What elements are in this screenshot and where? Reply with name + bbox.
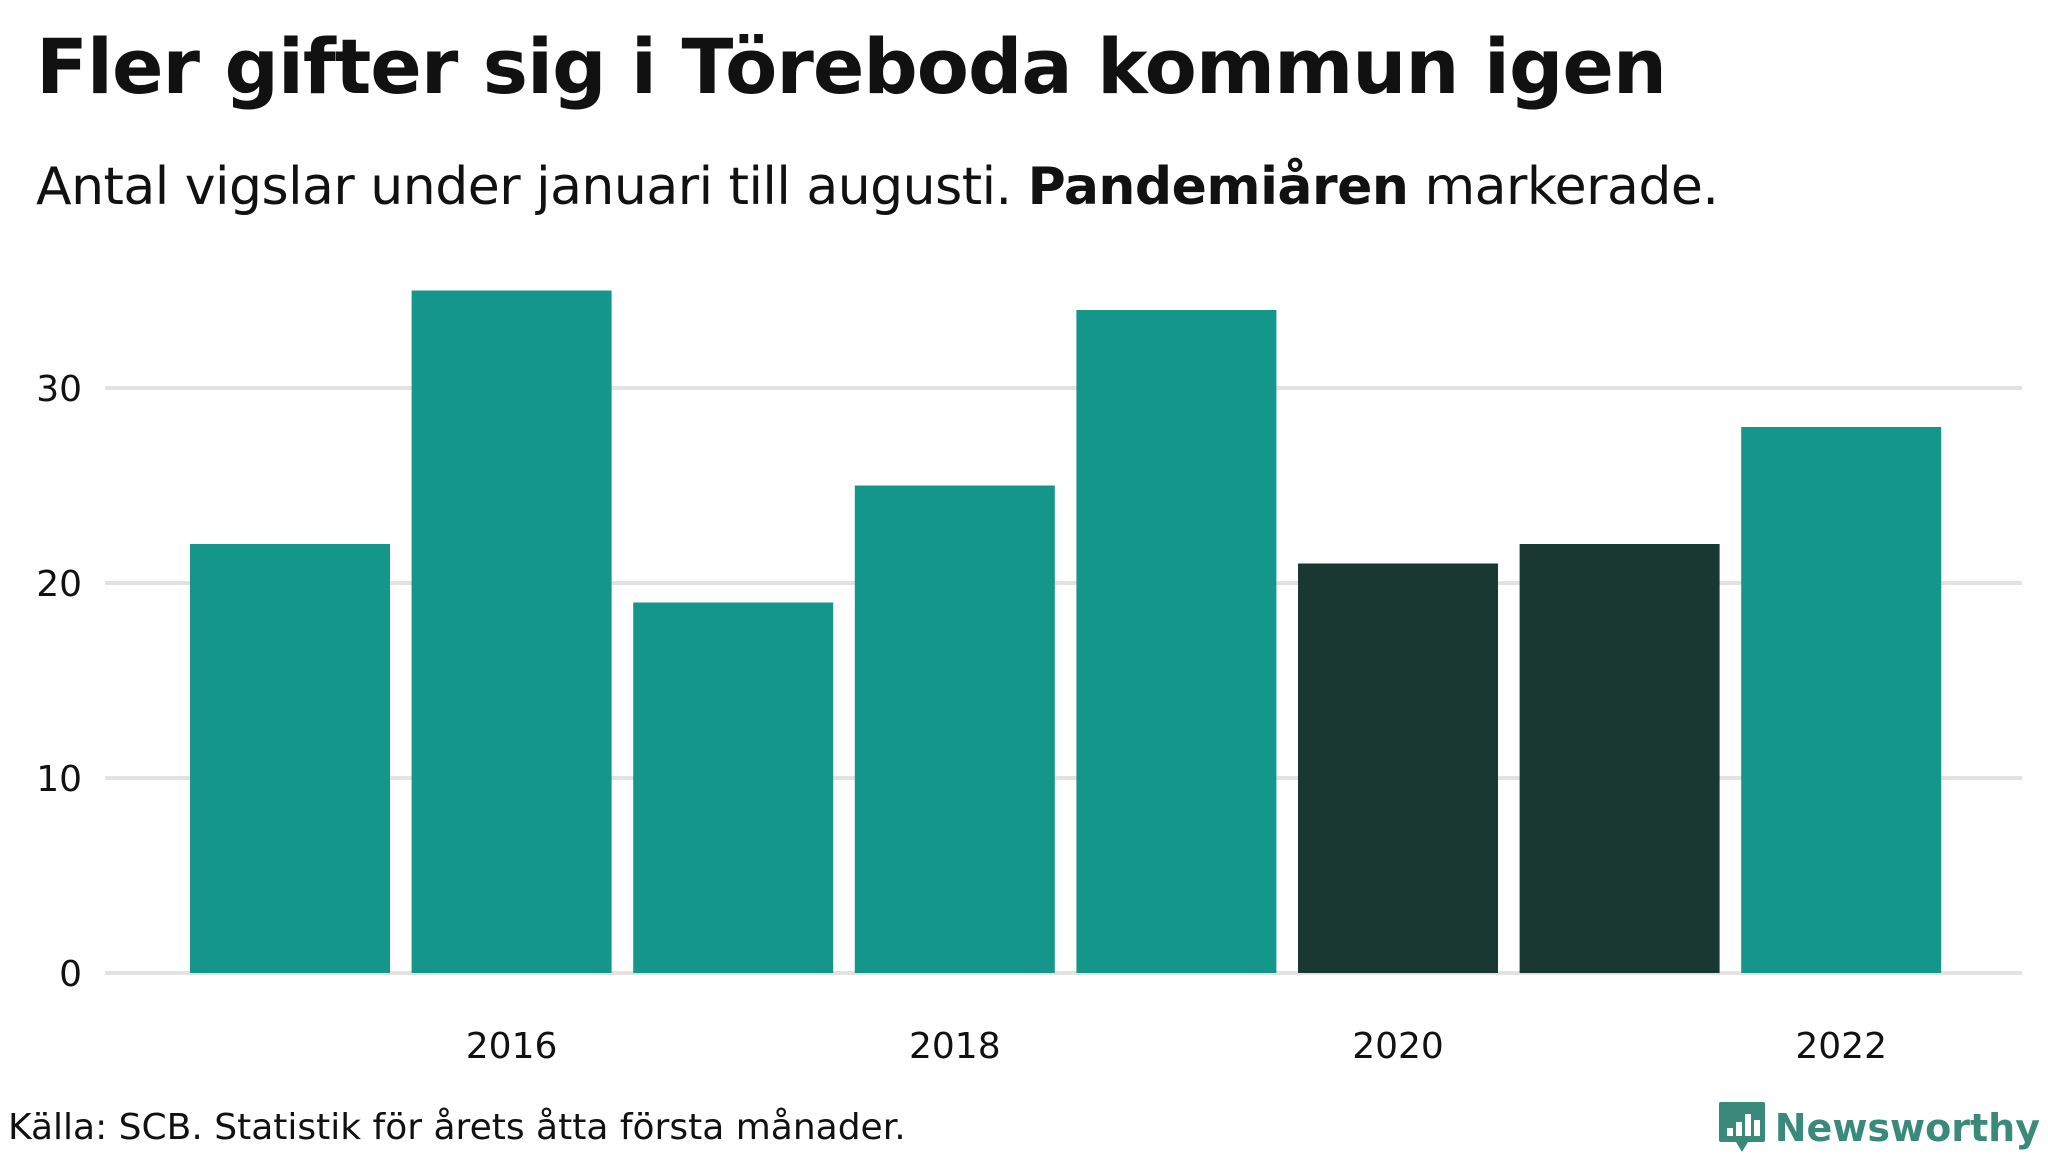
bar-2016 xyxy=(411,290,612,973)
bar-chart: 0 10 20 30 2016 2018 2020 2022 xyxy=(36,290,2022,1067)
bar-2018 xyxy=(854,485,1055,973)
chart-title: Fler gifter sig i Töreboda kommun igen xyxy=(36,22,1667,111)
bars xyxy=(190,290,1942,973)
y-tick-label-30: 30 xyxy=(36,369,82,410)
bar-2022 xyxy=(1741,427,1942,973)
y-tick-label-20: 20 xyxy=(36,564,82,605)
source-note: Källa: SCB. Statistik för årets åtta för… xyxy=(8,1107,906,1148)
subtitle-text-start: Antal vigslar under januari till augusti… xyxy=(36,157,1028,217)
x-tick-label-2016: 2016 xyxy=(466,1026,558,1067)
bar-2015 xyxy=(190,544,390,973)
y-tick-label-0: 0 xyxy=(59,954,82,995)
brand-name: Newsworthy xyxy=(1774,1106,2040,1150)
x-tick-label-2020: 2020 xyxy=(1352,1026,1444,1067)
subtitle-text-end: markerade. xyxy=(1408,157,1719,217)
x-tick-label-2022: 2022 xyxy=(1795,1026,1887,1067)
subtitle-highlight: Pandemiåren xyxy=(1027,157,1409,217)
bar-chart-speech-bubble-icon xyxy=(1718,1102,1765,1152)
bar-2017 xyxy=(633,602,834,973)
y-tick-label-10: 10 xyxy=(36,759,82,800)
x-tick-label-2018: 2018 xyxy=(909,1026,1001,1067)
bar-2020 xyxy=(1298,563,1498,973)
x-axis-tick-labels: 2016 2018 2020 2022 xyxy=(466,1026,1887,1067)
y-axis-tick-labels: 0 10 20 30 xyxy=(36,369,82,995)
grid-lines xyxy=(105,386,2022,975)
bar-2019 xyxy=(1076,310,1277,973)
bar-2021 xyxy=(1519,544,1720,973)
chart-subtitle: Antal vigslar under januari till augusti… xyxy=(36,152,1719,222)
brand-logo: Newsworthy xyxy=(1717,1100,2040,1156)
